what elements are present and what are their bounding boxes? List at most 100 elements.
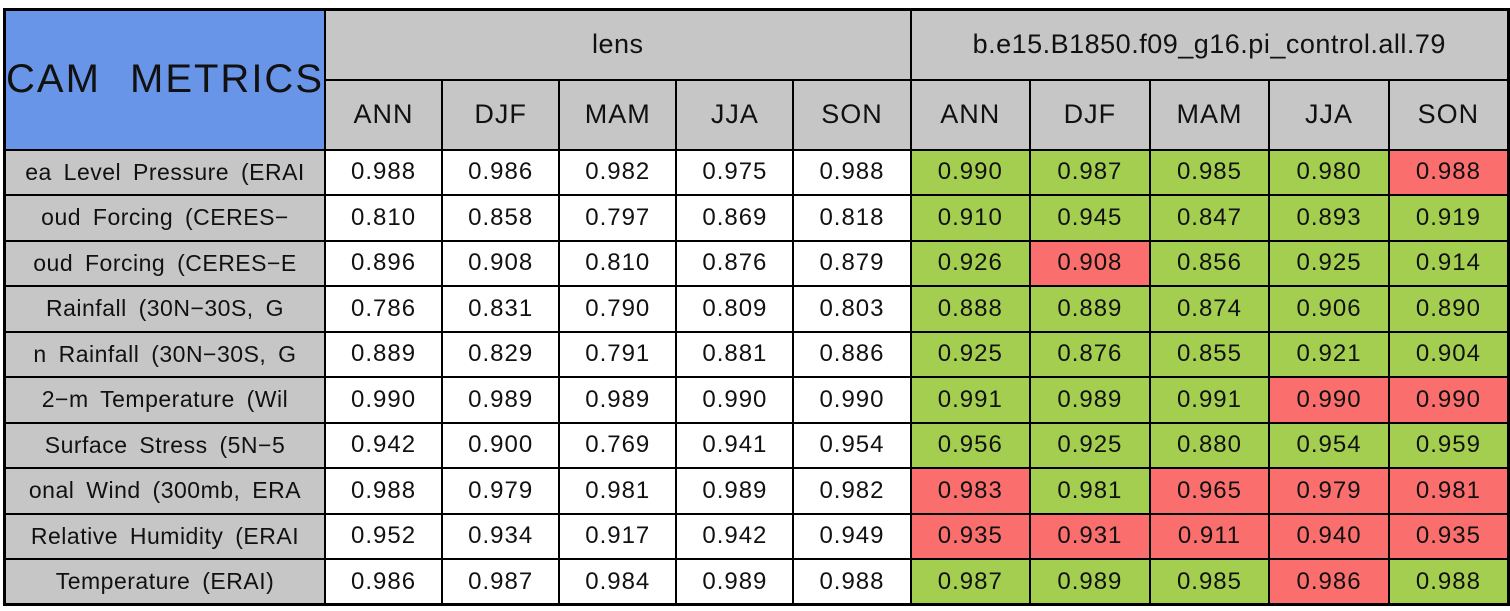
metric-value-cell: 0.988 xyxy=(323,467,444,515)
metric-value-cell: 0.818 xyxy=(792,194,912,242)
column-header-control-jja: JJA xyxy=(1268,78,1390,151)
metric-value-cell: 0.991 xyxy=(1148,376,1271,424)
metric-value-cell: 0.829 xyxy=(441,330,561,378)
metric-value-cell: 0.989 xyxy=(675,467,795,515)
metric-value-cell: 0.889 xyxy=(1029,285,1151,333)
row-label: n Rainfall (30N−30S, G xyxy=(3,330,326,378)
metric-value-cell: 0.919 xyxy=(1387,194,1510,242)
metric-value-cell: 0.989 xyxy=(558,376,678,424)
row-label: Temperature (ERAI) xyxy=(3,558,326,606)
metric-value-cell: 0.935 xyxy=(1387,512,1510,560)
cam-metrics-table: CAM METRICS lens b.e15.B1850.f09_g16.pi_… xyxy=(3,8,1510,606)
metric-value-cell: 0.979 xyxy=(441,467,561,515)
metric-value-cell: 0.889 xyxy=(323,330,444,378)
metric-value-cell: 0.914 xyxy=(1387,239,1510,287)
metric-value-cell: 0.975 xyxy=(675,148,795,196)
metric-value-cell: 0.917 xyxy=(558,512,678,560)
metric-value-cell: 0.869 xyxy=(675,194,795,242)
metric-value-cell: 0.985 xyxy=(1148,558,1271,606)
metric-value-cell: 0.986 xyxy=(441,148,561,196)
metric-value-cell: 0.990 xyxy=(323,376,444,424)
metric-value-cell: 0.797 xyxy=(558,194,678,242)
metric-value-cell: 0.990 xyxy=(792,376,912,424)
metric-value-cell: 0.954 xyxy=(1268,421,1390,469)
row-label: oud Forcing (CERES−E xyxy=(3,239,326,287)
metric-value-cell: 0.847 xyxy=(1148,194,1271,242)
metric-value-cell: 0.984 xyxy=(558,558,678,606)
metric-value-cell: 0.982 xyxy=(792,467,912,515)
metric-value-cell: 0.881 xyxy=(675,330,795,378)
metric-value-cell: 0.935 xyxy=(909,512,1032,560)
metric-value-cell: 0.874 xyxy=(1148,285,1271,333)
metric-value-cell: 0.908 xyxy=(441,239,561,287)
metric-value-cell: 0.986 xyxy=(1268,558,1390,606)
metric-value-cell: 0.925 xyxy=(1268,239,1390,287)
metric-value-cell: 0.990 xyxy=(1387,376,1510,424)
column-header-lens-son: SON xyxy=(792,78,912,151)
metric-value-cell: 0.942 xyxy=(675,512,795,560)
metric-value-cell: 0.911 xyxy=(1148,512,1271,560)
metric-value-cell: 0.987 xyxy=(909,558,1032,606)
metric-value-cell: 0.904 xyxy=(1387,330,1510,378)
metric-value-cell: 0.982 xyxy=(558,148,678,196)
metric-value-cell: 0.987 xyxy=(1029,148,1151,196)
metric-value-cell: 0.952 xyxy=(323,512,444,560)
metric-value-cell: 0.954 xyxy=(792,421,912,469)
metric-value-cell: 0.855 xyxy=(1148,330,1271,378)
metric-value-cell: 0.888 xyxy=(909,285,1032,333)
metric-value-cell: 0.989 xyxy=(1029,558,1151,606)
metric-value-cell: 0.925 xyxy=(1029,421,1151,469)
row-label: ea Level Pressure (ERAI xyxy=(3,148,326,196)
metrics-table-container: CAM METRICS lens b.e15.B1850.f09_g16.pi_… xyxy=(3,8,1510,608)
table-title: CAM METRICS xyxy=(3,8,326,151)
metric-value-cell: 0.810 xyxy=(558,239,678,287)
metric-value-cell: 0.803 xyxy=(792,285,912,333)
metric-value-cell: 0.989 xyxy=(1029,376,1151,424)
metric-value-cell: 0.809 xyxy=(675,285,795,333)
metric-value-cell: 0.985 xyxy=(1148,148,1271,196)
row-label: oud Forcing (CERES− xyxy=(3,194,326,242)
metric-value-cell: 0.910 xyxy=(909,194,1032,242)
table-row: ea Level Pressure (ERAI 0.988 0.986 0.982 0.… xyxy=(3,148,1510,196)
metric-value-cell: 0.856 xyxy=(1148,239,1271,287)
metric-value-cell: 0.876 xyxy=(1029,330,1151,378)
metric-value-cell: 0.791 xyxy=(558,330,678,378)
metric-value-cell: 0.934 xyxy=(441,512,561,560)
metric-value-cell: 0.925 xyxy=(909,330,1032,378)
metric-value-cell: 0.831 xyxy=(441,285,561,333)
table-row: oud Forcing (CERES− 0.810 0.858 0.797 0.869 0… xyxy=(3,194,1510,242)
metric-value-cell: 0.893 xyxy=(1268,194,1390,242)
metric-value-cell: 0.988 xyxy=(1387,148,1510,196)
table-row: n Rainfall (30N−30S, G 0.889 0.829 0.791 0.8… xyxy=(3,330,1510,378)
metric-value-cell: 0.945 xyxy=(1029,194,1151,242)
column-header-control-ann: ANN xyxy=(909,78,1032,151)
metric-value-cell: 0.965 xyxy=(1148,467,1271,515)
column-header-control-mam: MAM xyxy=(1148,78,1271,151)
metric-value-cell: 0.896 xyxy=(323,239,444,287)
metric-value-cell: 0.980 xyxy=(1268,148,1390,196)
metric-value-cell: 0.942 xyxy=(323,421,444,469)
table-row: oud Forcing (CERES−E 0.896 0.908 0.810 0.876… xyxy=(3,239,1510,287)
model-group-header-control: b.e15.B1850.f09_g16.pi_control.all.79 xyxy=(909,8,1510,81)
row-label: Relative Humidity (ERAI xyxy=(3,512,326,560)
table-row: Surface Stress (5N−5 0.942 0.900 0.769 0.941… xyxy=(3,421,1510,469)
metric-value-cell: 0.786 xyxy=(323,285,444,333)
metric-value-cell: 0.981 xyxy=(558,467,678,515)
metric-value-cell: 0.890 xyxy=(1387,285,1510,333)
metric-value-cell: 0.949 xyxy=(792,512,912,560)
metric-value-cell: 0.981 xyxy=(1029,467,1151,515)
metric-value-cell: 0.940 xyxy=(1268,512,1390,560)
metric-value-cell: 0.988 xyxy=(323,148,444,196)
metric-value-cell: 0.990 xyxy=(675,376,795,424)
column-header-lens-djf: DJF xyxy=(441,78,561,151)
metric-value-cell: 0.988 xyxy=(1387,558,1510,606)
metric-value-cell: 0.931 xyxy=(1029,512,1151,560)
metric-value-cell: 0.769 xyxy=(558,421,678,469)
metric-value-cell: 0.941 xyxy=(675,421,795,469)
metric-value-cell: 0.886 xyxy=(792,330,912,378)
metric-value-cell: 0.956 xyxy=(909,421,1032,469)
row-label: onal Wind (300mb, ERA xyxy=(3,467,326,515)
column-header-lens-jja: JJA xyxy=(675,78,795,151)
metric-value-cell: 0.810 xyxy=(323,194,444,242)
table-row: 2−m Temperature (Wil 0.990 0.989 0.989 0.990… xyxy=(3,376,1510,424)
